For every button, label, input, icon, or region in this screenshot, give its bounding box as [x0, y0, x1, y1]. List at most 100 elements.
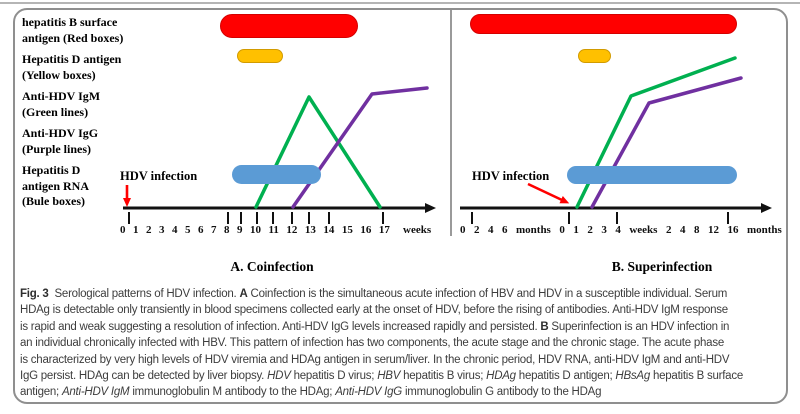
legend-item: Hepatitis D antigen (Yellow boxes) — [22, 52, 197, 83]
caption-segment: hepatitis B surface — [650, 370, 744, 383]
caption-segment: B — [540, 320, 549, 333]
panel-a-axis-label: 15 — [341, 224, 353, 236]
caption-segment: HBV — [377, 370, 401, 383]
panel-a-tick — [328, 212, 330, 224]
caption-segment: immunoglobulin M antibody to the HDAg; — [129, 386, 336, 399]
panel-a-hdv-rna-blue-box — [232, 165, 321, 184]
panel-a-axis-label: 13 — [304, 224, 316, 236]
legend-item: Anti-HDV IgG (Purple lines) — [22, 126, 197, 157]
caption-segment: antigen; — [20, 386, 62, 399]
panel-b-axis-label: 12 — [707, 224, 719, 236]
caption-segment: Superinfection is an HDV infection in — [548, 320, 730, 333]
legend-line: (Purple lines) — [22, 141, 91, 156]
panel-b-axis-label: 4 — [679, 224, 686, 236]
caption-segment: Anti-HDV IgM — [61, 386, 130, 399]
panel-b-tick — [568, 212, 570, 224]
legend-line: hepatitis B surface — [22, 15, 118, 29]
panel-divider — [450, 10, 452, 236]
panel-a-hdag-yellow-box — [237, 49, 283, 63]
panel-b-axis-label: 2 — [665, 224, 672, 236]
panel-a-axis-label: 3 — [159, 224, 165, 236]
panel-a-axis-label: 0 — [120, 224, 126, 236]
legend-line: (Green lines) — [22, 104, 89, 119]
legend-item: Anti-HDV IgM (Green lines) — [22, 89, 197, 120]
panel-a-axis-unit: weeks — [403, 224, 432, 236]
panel-a-axis-label: 17 — [378, 224, 390, 236]
panel-b-axis-label: 4 — [615, 224, 621, 236]
legend-line: (Yellow boxes) — [22, 67, 96, 82]
panel-a-axis-label: 12 — [286, 224, 298, 236]
panel-a-tick — [291, 212, 293, 224]
panel-b-axis-label: 2 — [587, 224, 593, 236]
panel-b-infection-label: HDV infection — [472, 169, 550, 183]
caption-segment: Coinfection is the simultaneous acute in… — [247, 288, 728, 300]
panel-a-axis-label: 1 — [133, 224, 139, 236]
panel-a-axis-label: 4 — [172, 224, 178, 236]
panel-a-infection-label: HDV infection — [120, 169, 198, 183]
panel-b-title: B. Superinfection — [611, 259, 713, 274]
panel-b-axis-label: 3 — [601, 224, 607, 236]
legend-line: Anti-HDV IgG — [22, 126, 99, 140]
panel-b-axis-label: 0 — [559, 224, 565, 236]
panel-a-axis-label: 14 — [323, 224, 335, 236]
legend-item: hepatitis B surface antigen (Red boxes) — [22, 15, 197, 46]
panel-a-axis-label: 2 — [146, 224, 152, 236]
panel-b-axis-label: 8 — [693, 224, 700, 236]
panel-a-tick — [308, 212, 310, 224]
caption-line: IgG persist. HDAg can be detected by liv… — [20, 368, 778, 384]
legend-line: (Bule boxes) — [22, 194, 85, 208]
panel-a-tick — [227, 212, 229, 224]
panel-b-axis-label: months — [516, 224, 551, 236]
panel-b-tick — [727, 212, 729, 224]
panel-b-axis-label: 16 — [727, 224, 739, 236]
caption-line: antigen; Anti-HDV IgM immunoglobulin M a… — [20, 384, 778, 400]
top-rule — [0, 2, 800, 4]
panel-a-tick — [256, 212, 258, 224]
caption-line: is characterized by very high levels of … — [20, 352, 778, 368]
panel-a-axis-label: 7 — [211, 224, 217, 236]
panel-b-axis-label: weeks — [629, 224, 658, 236]
panel-a-tick — [272, 212, 274, 224]
caption-segment: is characterized by very high levels of … — [20, 353, 730, 366]
panel-b-tick — [616, 212, 618, 224]
panel-b-hdv-rna-blue-box — [567, 166, 737, 184]
panel-a-tick — [128, 212, 130, 224]
caption-line: HDAg is detectable only transiently in b… — [20, 302, 778, 318]
caption-segment: HDAg is detectable only transiently in b… — [20, 304, 728, 317]
caption-segment: an individual chronically infected with … — [20, 337, 724, 350]
panel-a-axis-labels: 0 1 2 3 4 5 6 7 8 9 10 11 12 13 14 15 16 17 — [120, 224, 390, 236]
caption-segment: is rapid and weak suggesting a resolutio… — [20, 320, 541, 333]
legend-line: antigen RNA — [22, 178, 90, 193]
caption-segment: Serological patterns of HDV infection. — [48, 288, 240, 300]
panel-a-axis-label: 10 — [250, 224, 261, 236]
caption-segment: HDAg — [486, 370, 516, 383]
caption-line: is rapid and weak suggesting a resolutio… — [20, 319, 778, 335]
caption-segment: immunoglobulin G antibody to the HDAg — [402, 386, 602, 399]
caption-line: an individual chronically infected with … — [20, 335, 778, 351]
panel-b-axis-label: 2 — [474, 224, 480, 236]
panel-b-axis-label: 1 — [573, 224, 579, 236]
legend-line: Anti-HDV IgM — [22, 89, 101, 103]
caption-segment: A — [239, 288, 248, 300]
caption-segment: hepatitis D antigen; — [515, 370, 616, 383]
panel-b-axis-labels: 0 2 4 6 months 0 1 2 3 4 weeks 2 4 8 12 16 months — [460, 224, 782, 236]
panel-a-tick — [382, 212, 384, 224]
panel-b-hdag-yellow-box — [578, 49, 611, 63]
panel-b-tick — [471, 212, 473, 224]
caption-segment: HDV — [267, 370, 291, 383]
panel-a-axis-label: 8 — [224, 224, 230, 236]
panel-b-axis-label: 6 — [502, 224, 508, 236]
panel-b-axis-label: 4 — [488, 224, 494, 236]
panel-b-hbsag-red-box — [470, 14, 737, 34]
panel-a-axis-label: 6 — [198, 224, 204, 236]
panel-a-axis-label: 5 — [185, 224, 191, 236]
caption-segment: IgG persist. HDAg can be detected by liv… — [20, 370, 268, 383]
legend-line: Hepatitis D — [22, 163, 81, 177]
caption-line: Fig. 3 Serological patterns of HDV infec… — [20, 286, 778, 302]
legend-line: antigen (Red boxes) — [22, 30, 124, 45]
legend: hepatitis B surface antigen (Red boxes) He… — [22, 15, 197, 216]
panel-b-axis-label: 0 — [460, 224, 466, 236]
panel-a-axis-label: 9 — [237, 224, 243, 236]
